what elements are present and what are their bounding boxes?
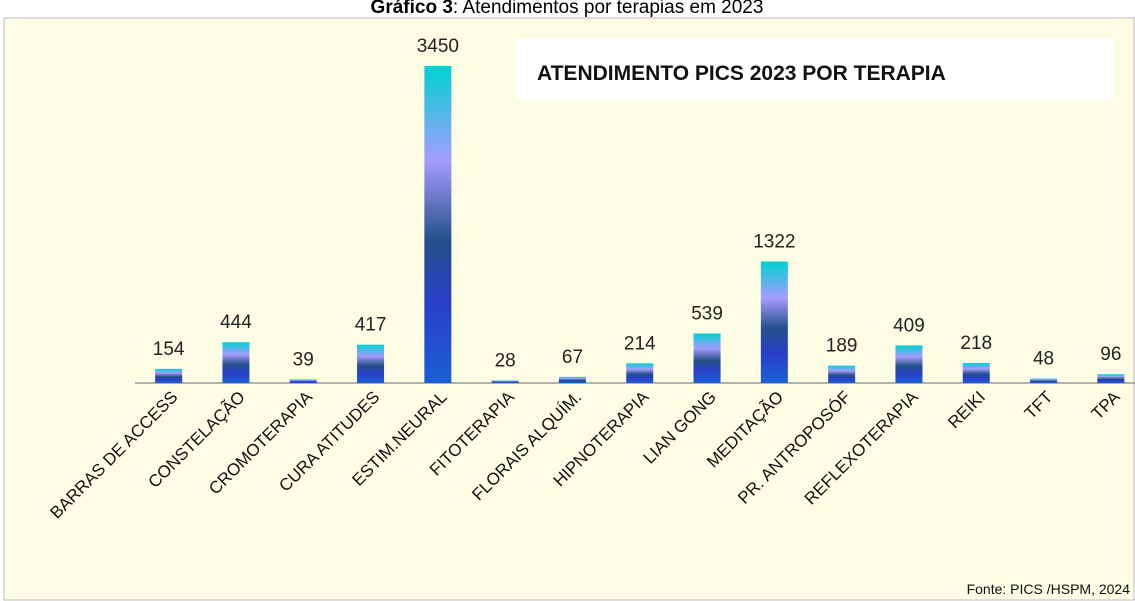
- data-label: 214: [624, 333, 656, 354]
- bar: [424, 66, 452, 383]
- data-label: 154: [153, 339, 185, 360]
- data-label: 539: [691, 303, 723, 324]
- bar: [828, 365, 856, 383]
- bar: [155, 368, 183, 383]
- caption-label: Gráfico 3: [371, 0, 453, 18]
- data-label: 3450: [417, 36, 459, 57]
- bar: [491, 380, 519, 383]
- bar: [222, 342, 250, 383]
- bar: [1030, 378, 1058, 383]
- data-label: 444: [220, 312, 252, 333]
- chart-area: [3, 17, 1135, 601]
- bar: [895, 345, 923, 383]
- bar: [962, 362, 990, 383]
- data-label: 67: [562, 347, 583, 368]
- bar: [760, 261, 788, 383]
- bar: [289, 379, 317, 383]
- bar: [693, 333, 721, 383]
- bar: [1097, 374, 1125, 383]
- data-label: 96: [1100, 344, 1121, 365]
- source: Fonte: PICS /HSPM, 2024: [967, 581, 1131, 597]
- caption: Gráfico 3: Atendimentos por terapias em …: [371, 0, 764, 18]
- data-label: 218: [960, 333, 992, 354]
- chart-title: ATENDIMENTO PICS 2023 POR TERAPIA: [537, 62, 946, 85]
- data-label: 189: [826, 336, 858, 357]
- caption-text: : Atendimentos por terapias em 2023: [453, 0, 764, 18]
- bar: [357, 344, 385, 383]
- data-label: 417: [355, 315, 387, 336]
- bar: [626, 363, 654, 383]
- bar: [558, 376, 586, 383]
- data-label: 409: [893, 315, 925, 336]
- title-box: [516, 38, 1113, 100]
- data-label: 1322: [753, 232, 795, 253]
- data-label: 28: [495, 350, 516, 371]
- data-label: 48: [1033, 349, 1054, 370]
- data-label: 39: [293, 349, 314, 370]
